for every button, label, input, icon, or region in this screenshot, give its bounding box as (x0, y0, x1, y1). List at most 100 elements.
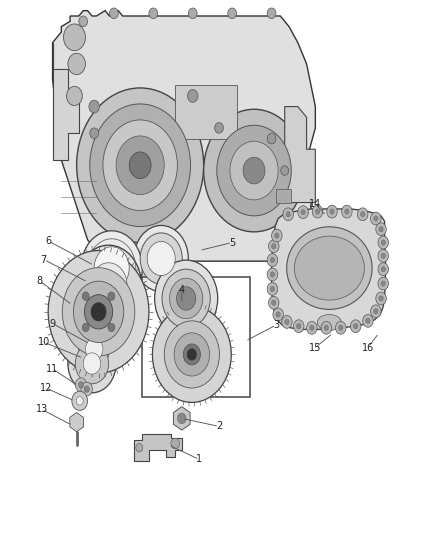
Circle shape (108, 292, 115, 301)
Circle shape (91, 303, 106, 321)
Circle shape (376, 223, 386, 236)
Circle shape (152, 306, 231, 402)
Circle shape (379, 296, 383, 301)
Polygon shape (53, 43, 79, 160)
Circle shape (378, 277, 389, 290)
Circle shape (281, 166, 289, 175)
Circle shape (62, 268, 135, 356)
Circle shape (162, 269, 210, 328)
Circle shape (85, 295, 113, 329)
Circle shape (376, 292, 386, 305)
Circle shape (68, 334, 116, 393)
Circle shape (267, 282, 278, 295)
Polygon shape (173, 407, 190, 430)
Circle shape (286, 212, 290, 217)
Circle shape (273, 308, 283, 321)
Circle shape (282, 316, 292, 328)
Circle shape (297, 324, 301, 329)
Circle shape (94, 247, 129, 289)
Circle shape (366, 318, 370, 324)
Circle shape (187, 349, 197, 360)
Circle shape (267, 254, 278, 266)
Circle shape (267, 133, 276, 144)
Circle shape (177, 413, 186, 424)
Circle shape (75, 343, 109, 384)
Circle shape (79, 330, 110, 368)
Circle shape (129, 152, 151, 179)
Circle shape (77, 88, 204, 243)
Circle shape (378, 236, 389, 249)
Circle shape (82, 323, 89, 332)
Circle shape (315, 209, 320, 214)
Circle shape (378, 249, 389, 262)
Circle shape (76, 397, 83, 405)
Polygon shape (285, 107, 315, 203)
Circle shape (339, 325, 343, 330)
Ellipse shape (294, 236, 364, 300)
Circle shape (270, 257, 275, 263)
Circle shape (68, 53, 85, 75)
Circle shape (272, 300, 276, 305)
Circle shape (374, 309, 378, 314)
Circle shape (177, 287, 196, 310)
Circle shape (79, 16, 88, 27)
Circle shape (267, 8, 276, 19)
Circle shape (374, 216, 378, 221)
Circle shape (171, 438, 180, 449)
Circle shape (353, 324, 358, 329)
Circle shape (83, 353, 101, 374)
Text: 7: 7 (41, 255, 47, 264)
Circle shape (276, 312, 280, 317)
Circle shape (270, 272, 275, 277)
Text: 4: 4 (179, 286, 185, 295)
Circle shape (321, 321, 332, 334)
Circle shape (371, 212, 381, 225)
Circle shape (381, 240, 385, 245)
Circle shape (134, 225, 188, 292)
Circle shape (90, 104, 191, 227)
Circle shape (85, 338, 103, 360)
Text: 1: 1 (196, 455, 202, 464)
Circle shape (90, 128, 99, 139)
Text: 9: 9 (49, 319, 56, 328)
Circle shape (204, 109, 304, 232)
Text: 12: 12 (40, 383, 52, 393)
Ellipse shape (317, 314, 342, 330)
Circle shape (116, 136, 164, 195)
Circle shape (149, 8, 158, 19)
Circle shape (371, 305, 381, 318)
Circle shape (76, 245, 141, 325)
Circle shape (381, 253, 385, 259)
Bar (175, 85, 237, 139)
Circle shape (147, 241, 175, 276)
Text: 5: 5 (229, 238, 235, 247)
Circle shape (72, 322, 116, 376)
Polygon shape (70, 413, 84, 432)
Text: 3: 3 (273, 320, 279, 330)
Bar (142, 277, 250, 397)
Circle shape (73, 281, 124, 343)
Text: 16: 16 (362, 343, 374, 352)
Text: 2: 2 (216, 422, 222, 431)
Circle shape (378, 263, 389, 276)
Text: 15: 15 (309, 343, 321, 352)
Circle shape (336, 321, 346, 334)
Circle shape (270, 286, 275, 292)
Circle shape (267, 268, 278, 281)
Circle shape (81, 231, 142, 305)
Circle shape (360, 212, 365, 217)
Circle shape (230, 141, 278, 200)
Polygon shape (53, 11, 315, 261)
Circle shape (342, 205, 352, 218)
Circle shape (272, 244, 276, 249)
Circle shape (183, 344, 201, 365)
Circle shape (81, 382, 92, 396)
Circle shape (310, 325, 314, 330)
Circle shape (363, 314, 373, 327)
Circle shape (72, 391, 88, 410)
Circle shape (217, 125, 291, 216)
Circle shape (140, 233, 182, 284)
Ellipse shape (286, 227, 372, 309)
Circle shape (174, 333, 209, 376)
Circle shape (84, 386, 89, 392)
